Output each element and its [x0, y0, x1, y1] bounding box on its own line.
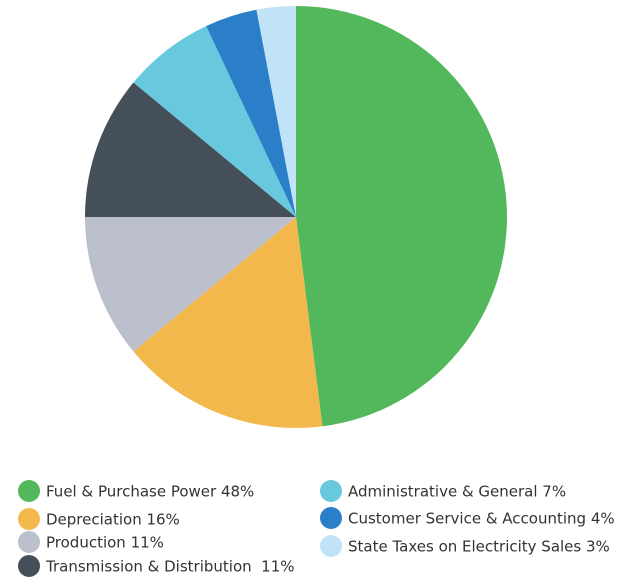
legend-swatch [320, 535, 342, 557]
legend-label: Depreciation 16% [46, 511, 180, 529]
pie-slice [133, 26, 296, 217]
legend-swatch [18, 508, 40, 530]
pie-slice [133, 217, 323, 428]
legend-label: Fuel & Purchase Power 48% [46, 483, 254, 501]
pie-slice [85, 82, 296, 217]
legend-label: Production 11% [46, 534, 164, 552]
legend-swatch [18, 531, 40, 553]
legend-swatch [320, 480, 342, 502]
legend-swatch [18, 480, 40, 502]
legend-swatch [18, 555, 40, 577]
pie-slice [85, 217, 296, 352]
legend-label: Administrative & General 7% [348, 483, 566, 501]
legend-swatch [320, 507, 342, 529]
legend-label: Transmission & Distribution 11% [45, 558, 295, 576]
pie-slice [206, 9, 296, 217]
legend-label: State Taxes on Electricity Sales 3% [348, 538, 610, 556]
legend-label: Customer Service & Accounting 4% [348, 510, 615, 528]
pie-slice [256, 6, 296, 217]
pie-slice [296, 6, 508, 427]
